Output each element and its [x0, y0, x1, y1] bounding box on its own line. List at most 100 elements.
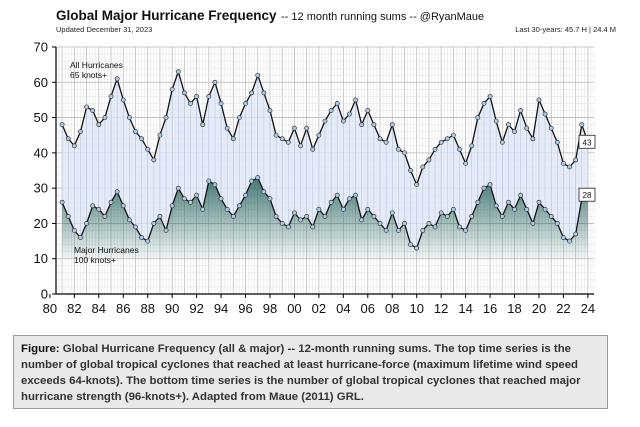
chart-title-row: Global Major Hurricane Frequency -- 12 m… [56, 7, 484, 25]
major-hurricanes-point [108, 199, 114, 205]
y-tick-label: 30 [34, 181, 48, 196]
x-tick-label: 86 [116, 301, 130, 316]
hurricane-chart: 0 10 20 30 40 50 60 70 80 82 84 86 88 90 92 94 96 98 00 02 0… [34, 40, 596, 316]
major-hurricanes-point [518, 192, 524, 198]
all-hurricanes-point [408, 168, 413, 173]
all-hurricanes-point [377, 136, 383, 142]
all-hurricanes-point [573, 157, 579, 163]
all-hurricanes-point [383, 139, 389, 145]
all-hurricanes-point [163, 115, 169, 120]
all-hurricanes-point [548, 125, 554, 131]
all-hurricanes-point [96, 122, 102, 128]
chart-subtitle: -- 12 month running sums -- @RyanMaue [281, 11, 485, 23]
x-tick-label: 04 [336, 301, 350, 316]
major-hurricanes-point [548, 213, 554, 219]
y-tick-label: 10 [34, 251, 48, 266]
all-hurricanes-point [493, 118, 499, 124]
major-hurricanes-point [212, 182, 218, 188]
major-hurricanes-point [414, 245, 420, 251]
all-hurricanes-point [316, 132, 322, 138]
y-tick-label: 70 [34, 40, 48, 55]
all-hurricanes-point [524, 125, 530, 131]
x-tick-label: 06 [361, 301, 375, 316]
all-hurricanes-point [84, 104, 89, 110]
all-hurricanes-point [414, 182, 420, 188]
major-hurricanes-point [65, 213, 71, 219]
all-hurricanes-point [310, 146, 316, 152]
major-hurricanes-point [420, 228, 426, 233]
chart-area: Global Major Hurricane Frequency -- 12 m… [34, 7, 616, 316]
major-hurricanes-point [255, 175, 261, 180]
all-hurricanes-point [518, 108, 524, 113]
major-hurricanes-point [126, 217, 132, 223]
all-hurricanes-point [133, 129, 138, 135]
caption-text: Global Hurricane Frequency (all & major)… [21, 343, 581, 403]
x-tick-label: 88 [140, 301, 154, 316]
major-hurricanes-point [481, 185, 487, 191]
major-hurricanes-point [292, 210, 297, 216]
all-hurricanes-point [561, 161, 566, 166]
major-hurricanes-point [96, 206, 102, 212]
all-hurricanes-point [194, 94, 200, 99]
major-hurricanes-point [469, 213, 475, 219]
y-tick-label: 20 [34, 216, 48, 231]
major-hurricanes-point [102, 213, 108, 219]
x-tick-label: 12 [434, 301, 448, 316]
x-tick-label: 22 [556, 301, 570, 316]
major-hurricanes-point [408, 242, 413, 247]
major-hurricanes-point [243, 192, 248, 198]
major-hurricanes-point [261, 189, 267, 195]
all-hurricanes-point [371, 122, 377, 128]
major-hurricanes-point [438, 210, 444, 216]
major-hurricanes-point [573, 231, 579, 237]
all-hurricanes-point [169, 86, 175, 92]
major-hurricanes-point [457, 224, 462, 230]
major-hurricanes-point [365, 206, 371, 212]
x-tick-label: 18 [507, 301, 521, 316]
all-hurricanes-label-line: All Hurricanes [70, 60, 123, 70]
all-hurricanes-point [506, 122, 511, 128]
major-hurricanes-point [426, 221, 432, 226]
major-hurricanes-point [402, 221, 407, 226]
all-hurricanes-point [499, 139, 505, 145]
major-hurricanes-point [463, 228, 469, 233]
x-tick-label: 14 [458, 301, 472, 316]
all-hurricanes-point [347, 111, 352, 117]
all-hurricanes-point [206, 94, 212, 99]
major-hurricanes-last-value: 28 [583, 191, 592, 200]
all-hurricanes-point [249, 90, 255, 96]
all-hurricanes-point [292, 125, 297, 131]
major-hurricanes-point [139, 235, 144, 240]
x-tick-label: 94 [214, 301, 228, 316]
major-hurricanes-point [389, 210, 395, 216]
all-hurricanes-point [78, 129, 83, 135]
caption-label: Figure: [21, 343, 60, 355]
all-hurricanes-point [353, 97, 358, 103]
updated-date: Updated December 31, 2023 [56, 25, 153, 34]
y-tick-label: 0 [41, 287, 48, 302]
major-hurricanes-point [200, 206, 206, 212]
major-hurricanes-point [304, 213, 310, 219]
major-hurricanes-point [536, 199, 542, 205]
major-hurricanes-point [530, 221, 536, 226]
y-tick-label: 60 [34, 75, 48, 90]
chart-title: Global Major Hurricane Frequency [56, 8, 277, 23]
major-hurricanes-point [181, 196, 187, 202]
all-hurricanes-point [175, 69, 181, 75]
major-hurricanes-point [218, 196, 224, 202]
all-hurricanes-point [273, 132, 279, 138]
x-tick-label: 92 [189, 301, 203, 316]
x-tick-label: 90 [165, 301, 179, 316]
all-hurricanes-point [389, 122, 395, 128]
all-hurricanes-point [212, 79, 218, 85]
major-hurricanes-point [493, 203, 499, 209]
major-hurricanes-point [383, 228, 389, 233]
major-hurricanes-point [59, 199, 65, 205]
major-hurricanes-point [90, 203, 96, 209]
major-hurricanes-point [487, 182, 493, 188]
major-hurricanes-point [524, 206, 530, 212]
all-hurricanes-point [536, 97, 542, 103]
major-hurricanes-point [249, 178, 255, 184]
major-hurricanes-point [395, 228, 401, 233]
all-hurricanes-point [224, 125, 230, 131]
